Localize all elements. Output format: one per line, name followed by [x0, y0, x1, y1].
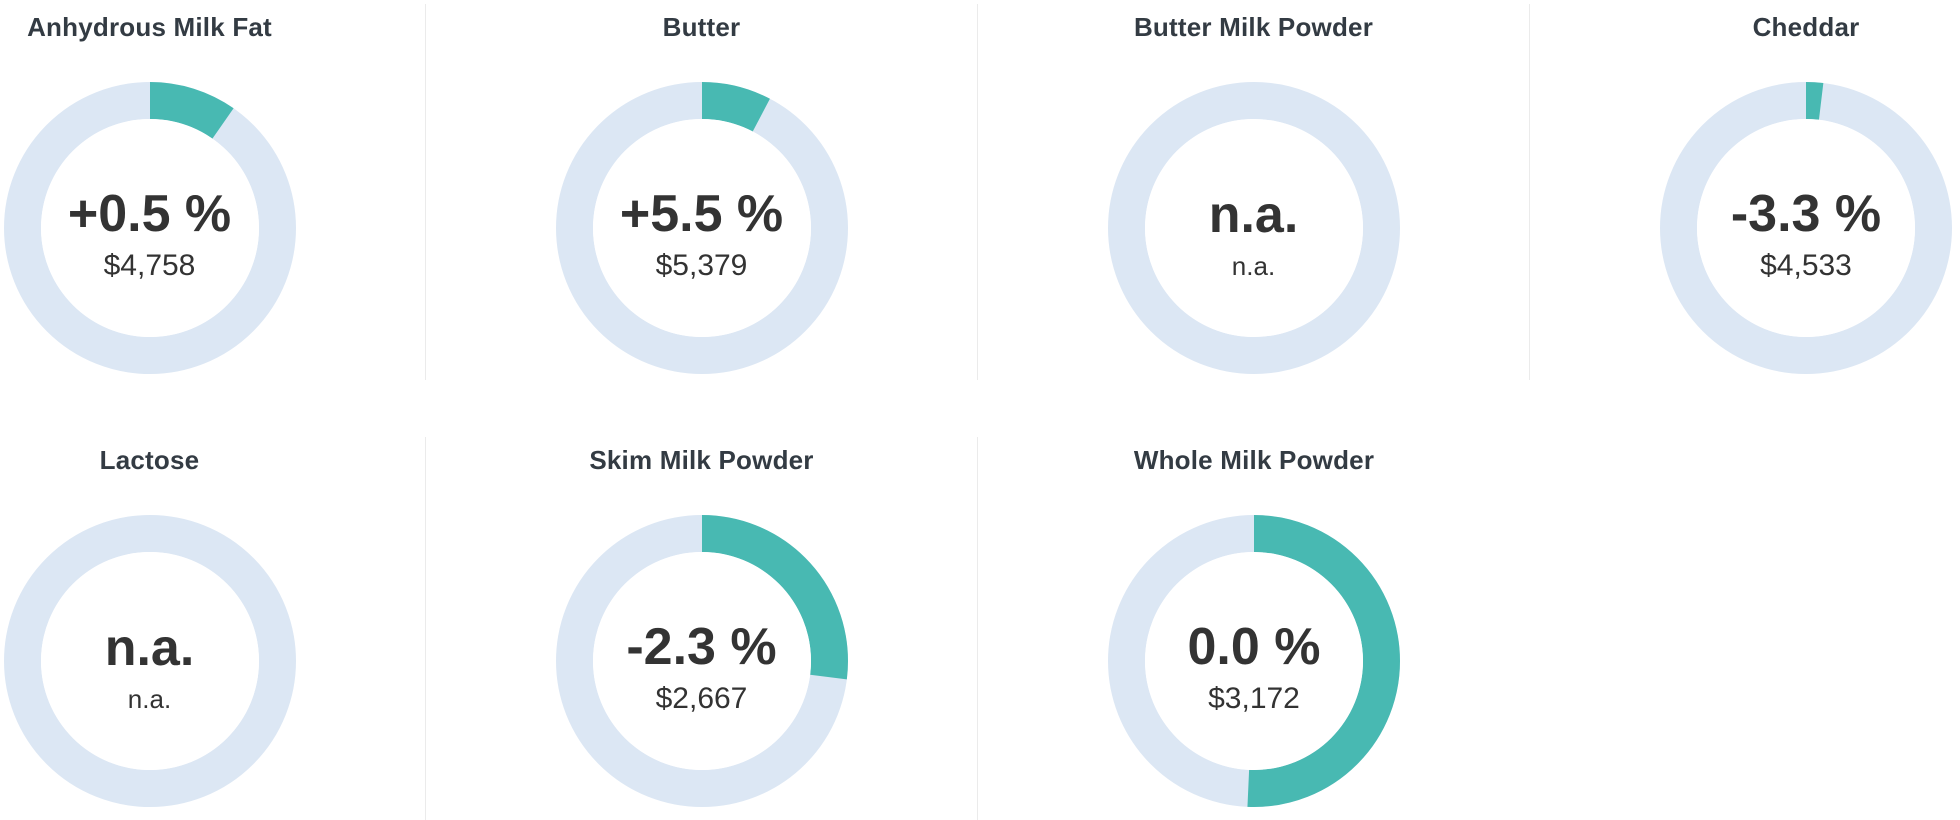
gauge-price-value: $5,379 — [655, 249, 748, 283]
donut-svg — [1108, 515, 1400, 807]
donut-center: 0.0 % $3,172 — [1145, 552, 1363, 770]
donut-arc-segment — [1108, 515, 1400, 807]
gauge-text-stack: -2.3 % $2,667 — [626, 620, 776, 717]
donut-center: -2.3 % $2,667 — [592, 552, 811, 770]
gauge-price-value: $3,172 — [1208, 682, 1300, 716]
donut-center: +0.5 % $4,758 — [40, 119, 259, 337]
gauge-price-value: $4,533 — [1760, 249, 1852, 283]
gauge-title: Butter Milk Powder — [1133, 12, 1374, 42]
donut-arc-segment — [1660, 82, 1952, 374]
gauge-text-stack: +0.5 % $4,758 — [68, 187, 231, 284]
gauge-text-stack: 0.0 % $3,172 — [1188, 620, 1321, 717]
gauge-change-value: n.a. — [104, 619, 195, 678]
gauge-card: Butter Milk Powder n.a. n.a. — [978, 4, 1530, 380]
gauge-price-value: n.a. — [127, 683, 172, 714]
gauge-text-stack: -3.3 % $4,533 — [1731, 187, 1881, 284]
gauge-title: Butter — [662, 12, 741, 42]
gauge-card: Skim Milk Powder -2.3 % $2,667 — [426, 437, 978, 820]
donut-chart: 0.0 % $3,172 — [1108, 515, 1400, 807]
gauge-change-value: +5.5 % — [619, 184, 784, 243]
donut-arc-segment — [555, 515, 848, 807]
donut-chart: n.a. n.a. — [1107, 82, 1400, 374]
gauge-title: Skim Milk Powder — [589, 445, 814, 475]
gauge-card: Cheddar -3.3 % $4,533 — [1530, 4, 1960, 380]
donut-chart: +5.5 % $5,379 — [555, 82, 848, 374]
donut-center: n.a. n.a. — [40, 552, 259, 770]
donut-chart: -2.3 % $2,667 — [555, 515, 848, 807]
gauge-price-value: $2,667 — [655, 682, 748, 716]
donut-center: -3.3 % $4,533 — [1697, 119, 1915, 337]
donut-svg — [555, 82, 848, 374]
gauge-change-value: n.a. — [1208, 186, 1299, 245]
gauge-change-value: -3.3 % — [1730, 184, 1882, 243]
gauge-row-2: Lactose n.a. n.a. Skim Milk Powder - — [0, 437, 1530, 820]
donut-center: n.a. n.a. — [1144, 119, 1363, 337]
gauge-text-stack: n.a. n.a. — [1209, 188, 1299, 282]
gauge-card: Whole Milk Powder 0.0 % $3,172 — [978, 437, 1530, 820]
gauge-change-value: 0.0 % — [1187, 617, 1321, 676]
donut-svg — [1660, 82, 1952, 374]
donut-chart: +0.5 % $4,758 — [3, 82, 296, 374]
donut-svg — [555, 515, 848, 807]
gauge-title: Anhydrous Milk Fat — [27, 12, 272, 42]
gauge-change-value: -2.3 % — [626, 617, 777, 676]
donut-arc-segment — [3, 82, 296, 374]
gauge-text-stack: +5.5 % $5,379 — [620, 187, 783, 284]
donut-arc-segment — [555, 82, 848, 374]
gauge-price-value: n.a. — [1231, 250, 1276, 281]
gauge-card: Lactose n.a. n.a. — [0, 437, 426, 820]
donut-track — [1107, 82, 1400, 374]
donut-chart: n.a. n.a. — [3, 515, 296, 807]
gauge-text-stack: n.a. n.a. — [105, 621, 195, 715]
donut-svg — [1107, 82, 1400, 374]
gauge-row-1: Anhydrous Milk Fat +0.5 % $4,758 Butter — [0, 4, 1960, 380]
gauge-title: Cheddar — [1752, 12, 1860, 42]
gauge-title: Lactose — [99, 445, 200, 475]
gauge-title: Whole Milk Powder — [1133, 445, 1375, 475]
donut-chart: -3.3 % $4,533 — [1660, 82, 1952, 374]
gauge-card: Butter +5.5 % $5,379 — [426, 4, 978, 380]
gauge-card: Anhydrous Milk Fat +0.5 % $4,758 — [0, 4, 426, 380]
gauge-price-value: $4,758 — [103, 249, 196, 283]
gauge-change-value: +0.5 % — [67, 184, 232, 243]
donut-svg — [3, 82, 296, 374]
donut-track — [3, 515, 296, 807]
donut-center: +5.5 % $5,379 — [592, 119, 811, 337]
donut-svg — [3, 515, 296, 807]
